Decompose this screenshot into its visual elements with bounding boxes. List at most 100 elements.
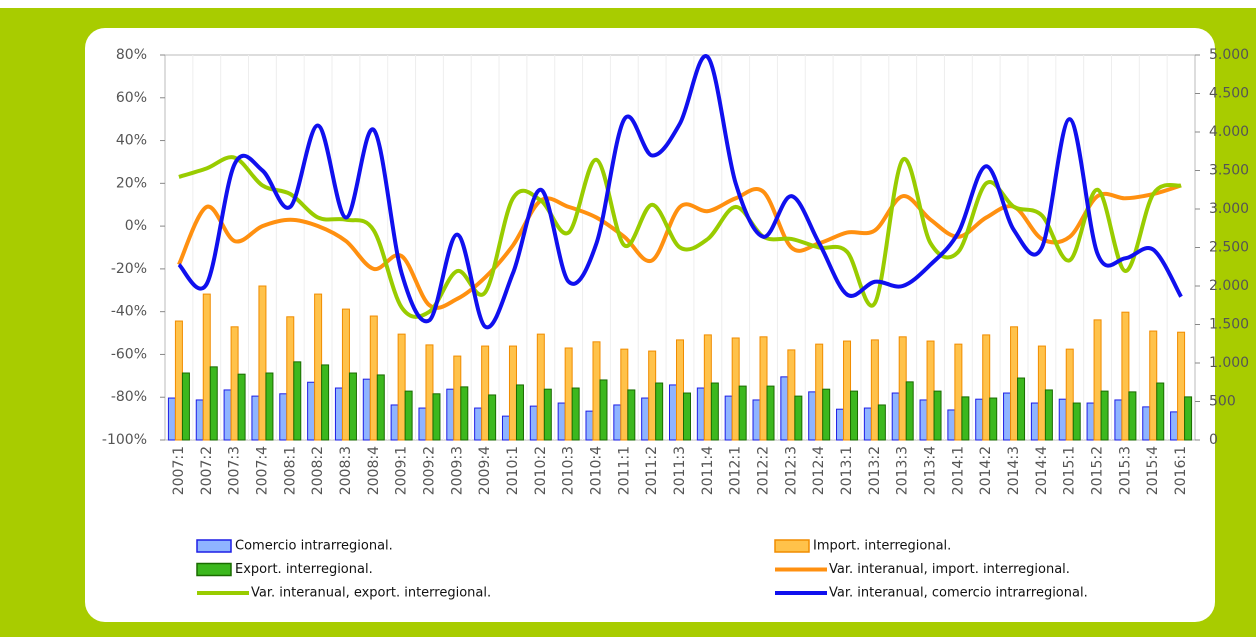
x-tick-label: 2014:4 [1034, 446, 1050, 495]
bar [822, 388, 831, 441]
x-tick-label: 2013:1 [839, 446, 855, 495]
legend-label: Comercio intrarregional. [235, 539, 393, 554]
bar [536, 333, 545, 441]
bar [174, 320, 183, 441]
bar [460, 386, 469, 441]
bar [975, 398, 984, 441]
x-tick-label: 2012:1 [728, 446, 744, 495]
x-tick-label: 2011:2 [644, 446, 660, 495]
bar [1100, 390, 1109, 441]
y2-tick-label: 4.500 [1209, 86, 1249, 102]
bar [947, 409, 956, 441]
y2-tick-label: 3.000 [1209, 201, 1249, 217]
legend-label: Var. interanual, comercio intrarregional… [829, 586, 1088, 601]
bar [766, 385, 775, 441]
bar [258, 285, 267, 441]
x-tick-label: 2009:1 [394, 446, 410, 495]
x-tick-label: 2008:1 [282, 446, 298, 495]
bar [613, 404, 622, 441]
x-tick-label: 2015:3 [1117, 446, 1133, 495]
x-tick-label: 2015:4 [1145, 446, 1161, 495]
bar [1065, 348, 1074, 441]
bar [397, 333, 406, 441]
x-tick-label: 2014:1 [950, 446, 966, 495]
bar [592, 341, 601, 441]
bar [1017, 377, 1026, 441]
line [177, 54, 1183, 330]
bar [307, 381, 316, 441]
bar [982, 334, 991, 441]
bar [1037, 345, 1046, 441]
bar [898, 336, 907, 441]
legend-label: Var. interanual, export. interregional. [251, 586, 491, 601]
bar [474, 407, 483, 441]
plot-area: -100% -80% -60% -40% -20% 0% 20% 40% 60% 80% 0 500 1… [102, 47, 1249, 495]
x-tick-label: 2010:2 [533, 446, 549, 495]
bar [1121, 311, 1130, 441]
x-tick-label: 2010:3 [561, 446, 577, 495]
bar [1128, 391, 1137, 441]
bar [669, 384, 677, 441]
bar [919, 399, 928, 441]
x-tick-label: 2010:4 [588, 446, 604, 495]
bar [738, 385, 747, 441]
bar [850, 390, 859, 441]
y-tick-label: -60% [111, 346, 147, 362]
bar [1149, 330, 1158, 441]
bar [279, 393, 288, 441]
bar [348, 372, 357, 441]
bar [585, 410, 594, 441]
x-tick-label: 2011:3 [672, 446, 688, 495]
y2-tick-label: 2.500 [1209, 240, 1249, 256]
legend-label: Var. interanual, import. interregional. [829, 562, 1070, 577]
x-tick-label: 2012:3 [783, 446, 799, 495]
bar [543, 388, 552, 441]
bar [446, 388, 455, 441]
bar [696, 387, 705, 441]
bar [1044, 389, 1053, 441]
bar [877, 404, 886, 441]
x-tick-label: 2015:1 [1062, 446, 1078, 495]
x-tick-label: 2009:2 [421, 446, 437, 495]
bar [425, 344, 434, 441]
bar [501, 415, 510, 441]
bar [787, 349, 796, 441]
x-tick-label: 2010:1 [505, 446, 521, 495]
bar [836, 408, 845, 441]
bar [418, 407, 427, 441]
bar [481, 345, 490, 441]
x-tick-label: 2008:2 [310, 446, 326, 495]
legend-label: Import. interregional. [813, 539, 951, 554]
bar [202, 293, 211, 441]
y2-tick-label: 4.000 [1209, 124, 1249, 140]
bar [676, 339, 684, 441]
bar [1086, 402, 1095, 441]
bar [1114, 399, 1123, 441]
x-tick-label: 2009:4 [477, 446, 493, 495]
y2-tick-label: 3.500 [1209, 163, 1249, 179]
bar [731, 337, 740, 441]
bar [369, 315, 378, 441]
bar [293, 361, 302, 441]
bar [1170, 411, 1179, 441]
legend-swatch [196, 562, 232, 577]
bar [794, 395, 803, 441]
y-tick-label: -80% [111, 389, 147, 405]
bar [627, 389, 636, 441]
bar [1003, 392, 1012, 441]
legend-swatch [196, 539, 232, 553]
bar [314, 293, 323, 441]
y2-tick-label: 0 [1209, 432, 1218, 448]
legend-label: Export. interregional. [235, 562, 373, 577]
x-tick-label: 2012:2 [756, 446, 772, 495]
bar [404, 390, 413, 441]
bar [195, 399, 204, 441]
x-tick-label: 2008:3 [338, 446, 354, 495]
bar [780, 376, 789, 441]
bar [620, 348, 629, 441]
bar [564, 347, 573, 441]
bar [488, 394, 497, 441]
line [178, 155, 1182, 319]
y2-tick-label: 500 [1209, 394, 1236, 410]
bar [641, 397, 650, 441]
